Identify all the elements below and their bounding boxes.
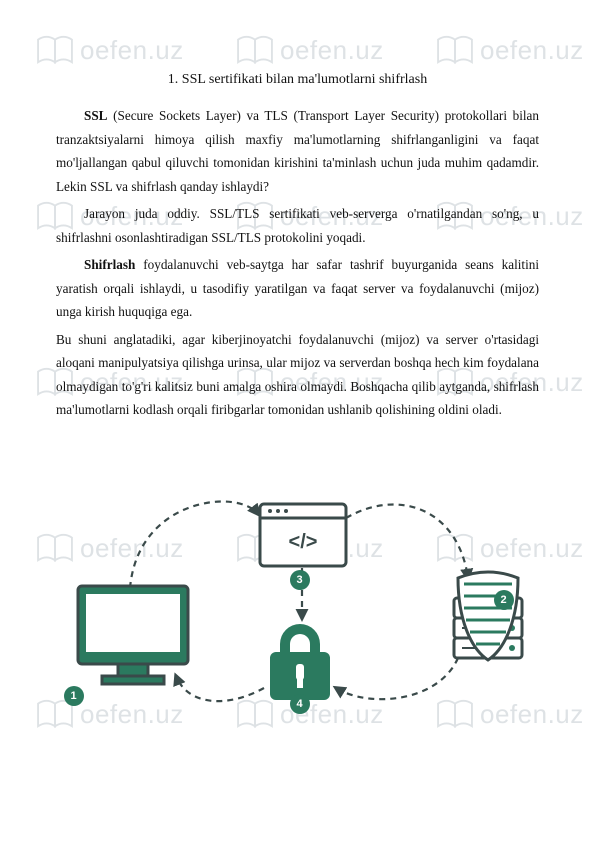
ssl-term: SSL: [84, 108, 107, 123]
server-shield-icon: [454, 572, 522, 660]
diagram-badge-4: 4: [290, 694, 310, 714]
ssl-flow-diagram: </>: [58, 458, 538, 738]
page-content: 1. SSL sertifikati bilan ma'lumotlarni s…: [0, 0, 595, 758]
shifrlash-term: Shifrlash: [84, 257, 135, 272]
paragraph-3: Shifrlash foydalanuvchi veb-saytga har s…: [56, 253, 539, 324]
diagram-badge-2: 2: [494, 590, 514, 610]
section-heading: 1. SSL sertifikati bilan ma'lumotlarni s…: [56, 72, 539, 88]
paragraph-1: SSL (Secure Sockets Layer) va TLS (Trans…: [56, 104, 539, 198]
paragraph-2: Jarayon juda oddiy. SSL/TLS sertifikati …: [56, 202, 539, 249]
monitor-icon: [78, 586, 188, 684]
paragraph-1-body: (Secure Sockets Layer) va TLS (Transport…: [56, 108, 539, 194]
diagram-badge-1: 1: [64, 686, 84, 706]
lock-icon: [270, 624, 330, 700]
diagram-badge-3: 3: [290, 570, 310, 590]
browser-window-icon: </>: [260, 504, 346, 566]
paragraph-4: Bu shuni anglatadiki, agar kiberjinoyatc…: [56, 328, 539, 422]
svg-text:</>: </>: [288, 531, 317, 553]
